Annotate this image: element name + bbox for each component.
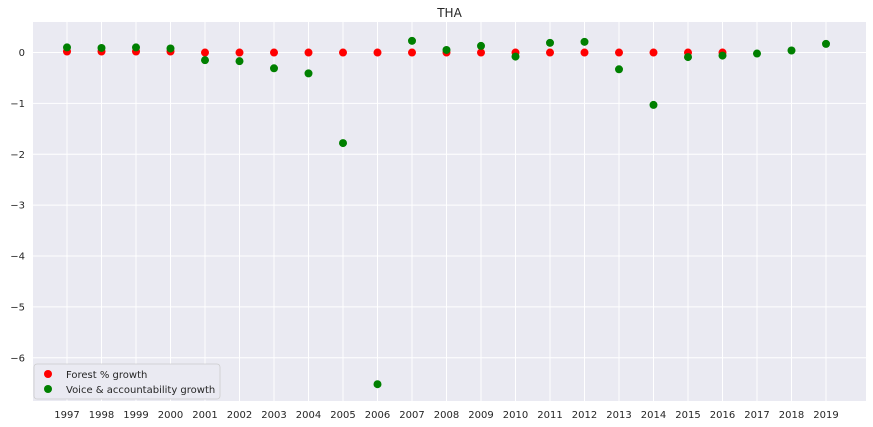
forest-growth-point [270,48,278,57]
x-tick-label: 2018 [779,410,804,421]
voice-accountability-point [580,37,589,46]
x-tick-label: 2007 [399,410,424,421]
forest-growth-point [649,48,658,57]
x-tick-label: 2005 [330,410,355,421]
x-tick-label: 2011 [537,410,562,421]
voice-accountability-point [442,45,451,54]
forest-growth-point [373,48,382,57]
voice-accountability-point [373,380,382,389]
forest-growth-point [580,48,589,57]
x-tick-label: 2008 [434,410,459,421]
legend-label-voice: Voice & accountability growth [66,385,215,396]
voice-accountability-point [97,43,106,52]
voice-accountability-point [132,43,140,52]
x-tick-label: 1997 [54,410,79,421]
voice-accountability-point [753,49,761,58]
x-tick-label: 2004 [296,410,321,421]
x-tick-label: 2002 [227,410,252,421]
voice-accountability-point [822,39,830,48]
x-tick-label: 2017 [744,410,769,421]
voice-accountability-point [166,44,175,53]
legend: Forest % growth Voice & accountability g… [33,363,221,400]
y-tick-label: −4 [10,252,25,263]
y-tick-label: −5 [10,302,25,313]
forest-growth-point [339,48,347,57]
legend-box [33,363,221,400]
x-tick-label: 2014 [641,410,666,421]
voice-accountability-point [270,64,278,73]
voice-accountability-point [718,51,727,60]
forest-growth-point [546,48,554,57]
forest-growth-point [408,48,416,57]
forest-growth-point [477,48,485,57]
x-tick-label: 2003 [261,410,286,421]
y-tick-label: 0 [19,48,25,59]
voice-accountability-point [235,57,244,66]
x-tick-label: 2010 [503,410,528,421]
plot-area [33,22,866,401]
x-tick-label: 2000 [158,410,183,421]
voice-accountability-point [546,38,554,47]
voice-accountability-point [339,139,347,148]
legend-label-forest: Forest % growth [66,370,147,381]
x-tick-label: 2019 [813,410,838,421]
forest-growth-point [615,48,623,57]
x-tick-label: 1999 [123,410,148,421]
y-tick-label: −2 [10,150,25,161]
voice-accountability-point [201,56,209,65]
voice-accountability-point [477,41,485,50]
voice-accountability-point [304,69,313,78]
legend-marker-forest [44,370,52,378]
chart-title: THA [436,6,462,20]
voice-accountability-point [408,36,416,45]
data-points [63,36,830,389]
y-tick-label: −1 [10,99,25,110]
x-tick-label: 2016 [710,410,735,421]
x-tick-label: 2009 [468,410,493,421]
voice-accountability-point [684,53,692,62]
x-axis: 1997 1998 1999 2000 2001 2002 2003 2004 2005 2006… [54,410,838,421]
x-tick-label: 2006 [365,410,390,421]
forest-growth-point [304,48,313,57]
x-tick-label: 2015 [675,410,700,421]
x-tick-label: 2001 [192,410,217,421]
y-tick-label: −6 [10,353,25,364]
voice-accountability-point [787,46,796,55]
x-tick-label: 1998 [89,410,114,421]
voice-accountability-point [615,65,623,74]
x-tick-label: 2012 [572,410,597,421]
legend-marker-voice [44,385,52,393]
voice-accountability-point [649,100,658,109]
y-tick-label: −3 [10,201,25,212]
y-axis: 0 −1 −2 −3 −4 −5 −6 [10,48,25,364]
x-tick-label: 2013 [606,410,631,421]
forest-growth-point [235,48,244,57]
voice-accountability-point [511,52,520,61]
forest-growth-point [201,48,209,57]
grid [33,22,866,401]
voice-accountability-point [63,43,71,52]
